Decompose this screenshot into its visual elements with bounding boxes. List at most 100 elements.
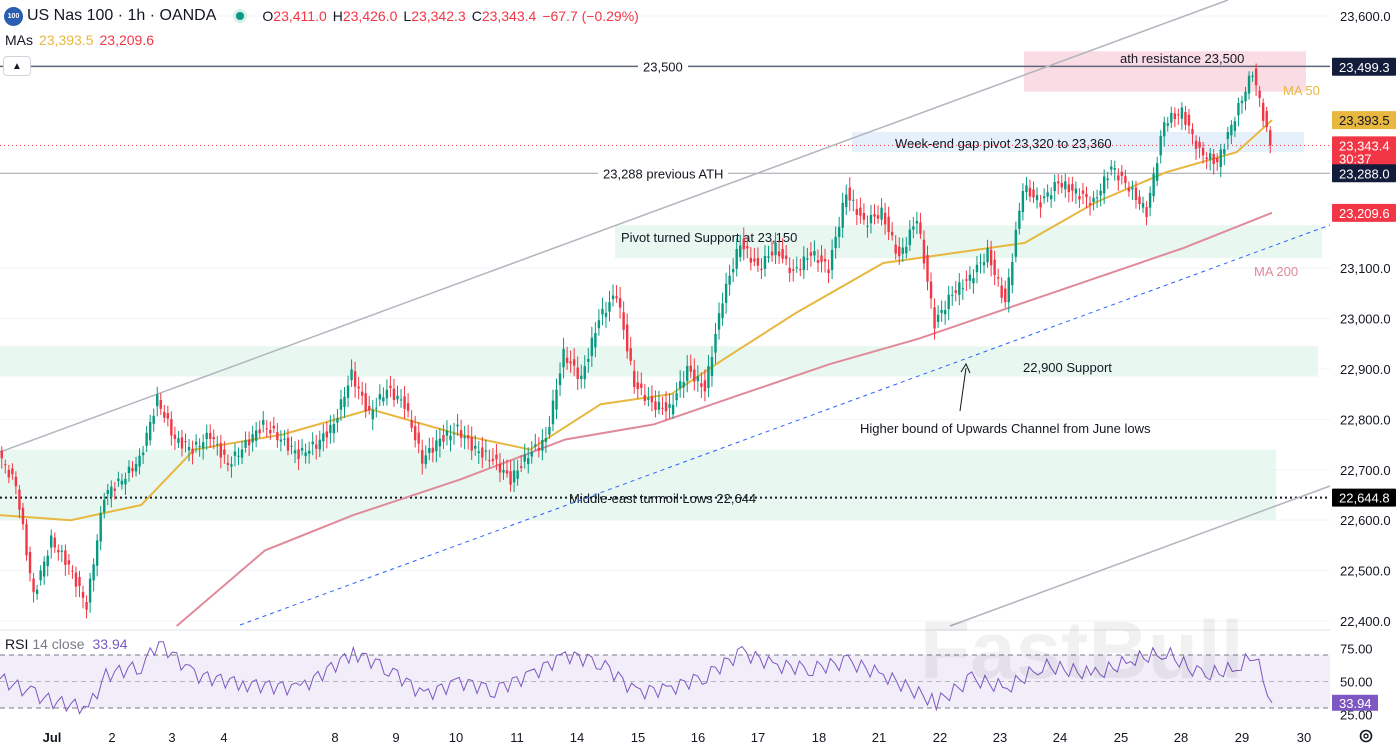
candle-body: [254, 430, 258, 441]
candle-body: [968, 274, 972, 281]
candle-body: [883, 212, 887, 225]
candle-body: [689, 365, 692, 372]
candle-body: [276, 432, 279, 441]
channel-upper-line: [0, 0, 1229, 453]
candle-body: [837, 227, 841, 238]
candle-body: [845, 194, 848, 208]
symbol-logo[interactable]: 100: [4, 6, 23, 26]
time-axis-tick: 23: [993, 730, 1007, 745]
time-axis-tick: 24: [1053, 730, 1067, 745]
candle-body: [452, 433, 456, 435]
candle-body: [106, 490, 109, 495]
candle-body: [406, 403, 410, 411]
price-axis-tick: 22,700.0: [1340, 463, 1391, 478]
time-axis-tick: 21: [872, 730, 886, 745]
candle-body: [1000, 285, 1003, 298]
candle-body: [530, 451, 533, 457]
candle-body: [965, 279, 968, 281]
market-status-dot[interactable]: [236, 12, 245, 20]
price-tag-label: 23,288.0: [1339, 166, 1390, 181]
candle-body: [827, 269, 830, 274]
candle-body: [198, 445, 201, 447]
candle-body: [28, 551, 32, 574]
candle-body: [710, 356, 714, 376]
symbol-title[interactable]: US Nas 100 · 1h · OANDA: [27, 7, 217, 24]
candle-body: [562, 348, 565, 368]
candle-body: [428, 447, 431, 453]
candle-body: [194, 441, 198, 445]
candle-body: [138, 455, 141, 467]
candle-body: [92, 564, 95, 581]
candle-body: [1060, 183, 1063, 188]
candle-body: [85, 601, 88, 610]
collapse-legend-button[interactable]: ▲: [3, 56, 31, 76]
candle-body: [516, 470, 519, 479]
candle-body: [813, 250, 816, 256]
ohlc-high: H23,426.0: [333, 8, 398, 24]
candle-body: [184, 441, 187, 443]
low-value: 23,342.3: [411, 8, 466, 24]
candle-body: [240, 449, 244, 458]
candle-body: [816, 260, 820, 263]
candle-body: [148, 421, 152, 441]
candle-body: [622, 312, 625, 330]
candle-body: [46, 555, 49, 567]
channel-lower-line: [949, 485, 1331, 627]
candle-body: [25, 524, 28, 556]
candle-body: [35, 589, 39, 594]
high-value: 23,426.0: [342, 8, 398, 24]
candle-body: [315, 444, 318, 449]
time-axis-tick: 14: [570, 730, 584, 745]
candle-body: [686, 366, 689, 382]
candle-body: [279, 439, 283, 442]
time-axis-tick: 30: [1297, 730, 1311, 745]
candle-body: [505, 470, 509, 474]
candle-body: [763, 255, 767, 269]
candle-body: [1187, 114, 1191, 126]
candle-body: [696, 376, 700, 382]
candle-body: [484, 450, 488, 452]
time-axis-tick: 18: [812, 730, 826, 745]
rsi-legend[interactable]: RSI 14 close 33.94: [5, 636, 128, 652]
candle-body: [502, 469, 505, 473]
candle-body: [1163, 122, 1166, 137]
candle-body: [830, 249, 834, 271]
candle-body: [1120, 171, 1124, 176]
candle-body: [1258, 90, 1261, 99]
candle-body: [4, 464, 7, 466]
candle-body: [7, 469, 11, 478]
candle-body: [1208, 153, 1212, 160]
candle-body: [1219, 149, 1222, 167]
zone-label: Pivot turned Support at 23,150: [621, 230, 797, 245]
candle-body: [495, 454, 498, 460]
candle-body: [1145, 207, 1148, 218]
candle-body: [1244, 91, 1247, 102]
candle-body: [611, 295, 615, 300]
watermark: FastBull: [920, 605, 1243, 696]
candle-body: [841, 202, 844, 228]
candle-body: [795, 267, 798, 269]
price-axis-tick: 22,500.0: [1340, 564, 1391, 579]
candle-body: [371, 409, 374, 420]
candle-body: [191, 448, 194, 454]
candle-body: [283, 438, 286, 440]
candle-body: [1261, 102, 1265, 121]
mas-legend[interactable]: MAs 23,393.5 23,209.6: [5, 32, 154, 48]
rsi-value: 33.94: [92, 636, 128, 652]
candle-body: [901, 247, 904, 254]
candle-body: [286, 437, 290, 451]
candle-body: [756, 258, 760, 266]
gear-icon[interactable]: [1358, 728, 1374, 744]
candle-body: [1088, 203, 1092, 206]
candle-body: [166, 413, 170, 419]
candle-body: [1018, 210, 1021, 229]
candle-body: [608, 302, 611, 312]
candle-body: [318, 439, 321, 450]
candle-body: [11, 468, 14, 475]
price-axis-tick: 23,600.0: [1340, 9, 1391, 24]
price-axis-tick: 23,100.0: [1340, 261, 1391, 276]
candle-body: [1194, 140, 1198, 149]
candle-body: [527, 458, 530, 465]
